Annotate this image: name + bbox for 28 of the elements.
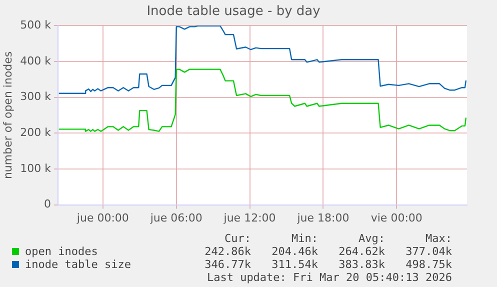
x-tick-label: vie 00:00	[370, 211, 422, 224]
text: 242.86k	[204, 245, 251, 258]
y-tick-label: 0	[44, 198, 52, 211]
text: Max:	[424, 232, 452, 245]
y-tick-label: 300 k	[20, 90, 52, 104]
text: 204.46k	[270, 245, 318, 258]
text: Min:	[290, 232, 318, 245]
text: 311.54k	[270, 258, 318, 271]
y-tick-label: 400 k	[20, 54, 52, 68]
legend-label: inode table size	[25, 258, 131, 271]
y-axis-title: number of open inodes	[1, 51, 14, 180]
text: 377.04k	[404, 245, 452, 258]
y-tick-label: 200 k	[20, 126, 52, 139]
text: 346.77k	[204, 258, 251, 271]
y-tick-label: 500 k	[20, 18, 52, 32]
legend-label: open inodes	[25, 245, 98, 258]
chart-title: Inode table usage - by day	[146, 4, 321, 20]
text: Avg:	[357, 232, 385, 245]
text: Cur:	[223, 232, 251, 245]
text: 498.75k	[404, 258, 452, 271]
x-tick-label: jue 18:00	[296, 211, 350, 224]
text: Last update: Fri Mar 20 05:40:13 2026	[206, 271, 452, 284]
text: 264.62k	[338, 245, 385, 258]
y-tick-label: 100 k	[20, 162, 52, 175]
x-tick-label: jue 00:00	[76, 211, 129, 224]
x-tick-label: jue 12:00	[222, 211, 276, 224]
x-tick-label: jue 06:00	[149, 211, 202, 224]
text: 383.83k	[338, 258, 385, 271]
